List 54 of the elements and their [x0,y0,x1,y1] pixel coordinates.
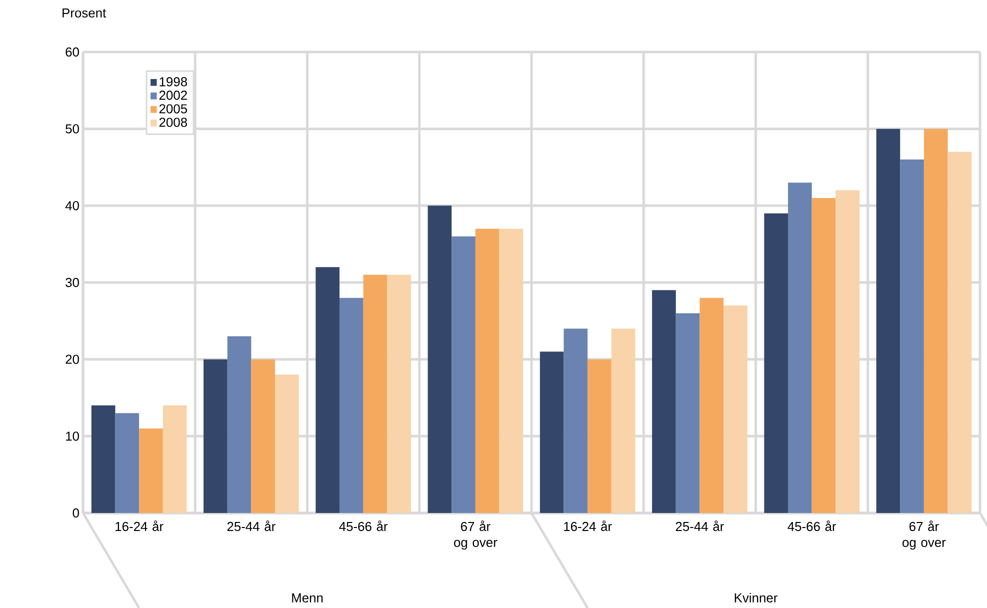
bar [611,328,636,513]
bar [676,313,700,513]
bar [428,206,452,513]
bar [316,267,340,513]
bar [204,359,228,513]
bar [162,405,187,513]
x-tick-label: 16-24 år [564,520,612,532]
bar [275,374,299,513]
y-tick-label: 40 [65,201,79,210]
bar [540,352,564,513]
bar [652,290,676,513]
bar [387,274,411,513]
bar [564,328,588,513]
y-tick-label: 50 [66,124,79,134]
bar [700,298,724,513]
bar [788,182,812,513]
bar [900,160,924,513]
bar [588,359,612,513]
bar [363,274,388,513]
legend-label: 2008 [159,118,188,127]
bar [812,198,836,513]
bar [139,428,163,513]
bar [452,236,476,513]
x-tick-label: 67 år og over [902,520,946,550]
text: Menn [292,593,323,602]
y-tick-label: 10 [66,432,79,441]
legend-label: 1998 [160,77,188,86]
bar [836,190,860,513]
legend-label: 2005 [159,104,188,114]
bar [251,359,276,513]
text: Kvinner [734,592,778,602]
bar [115,413,140,513]
y-tick-label: 20 [66,354,79,364]
bar [339,298,364,513]
bar [948,152,972,513]
x-tick-label: 45-66 år [339,520,388,532]
bar [764,213,788,513]
legend-label: 2002 [159,90,187,100]
bar [876,128,900,513]
x-tick-label: 67 år og over [454,520,498,550]
x-tick-label: 16-24 år [116,520,164,532]
bar [475,228,500,513]
bar [724,306,748,513]
x-tick-label: 25-44 år [676,520,724,532]
y-tick-label: 30 [66,278,79,288]
y-axis-title: Prosent [62,8,106,18]
bar [924,128,948,513]
bar [91,405,116,513]
x-tick-label: 45-66 år [788,520,836,532]
y-tick-label: 60 [66,47,79,57]
bar [499,228,524,513]
y-tick-label: 0 [72,508,79,518]
x-tick-label: 25-44 år [227,520,276,532]
bar [227,336,252,513]
